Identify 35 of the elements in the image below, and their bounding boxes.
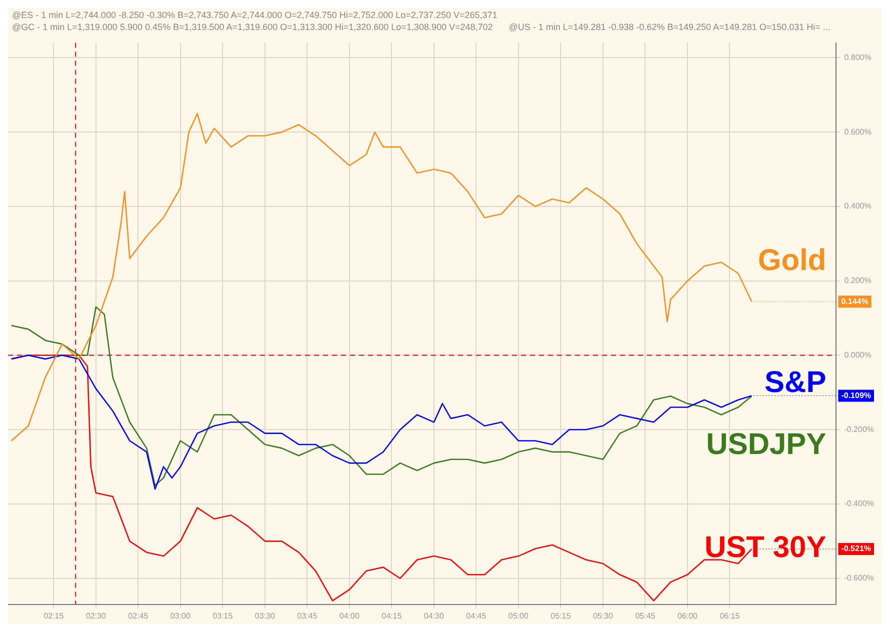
x-tick-label: 04:15 [382,611,402,620]
y-tick-label: 0.200% [844,276,872,286]
legend-label: UST 30Y [704,531,826,564]
x-tick-label: 03:30 [254,611,276,620]
y-tick-label: -0.400% [844,499,874,508]
x-tick-label: 06:15 [720,611,740,620]
y-tick-label: -0.200% [844,424,874,434]
x-tick-label: 05:45 [635,611,656,620]
x-tick-label: 03:15 [212,611,234,620]
x-tick-label: 02:30 [86,611,106,620]
data-label: -0.109% [841,390,871,400]
y-tick-label: 0.600% [844,127,872,136]
x-tick-label: 02:45 [128,611,149,620]
x-tick-label: 05:15 [550,611,572,620]
y-tick-label: 0.000% [844,350,872,360]
x-tick-label: 06:00 [677,611,698,620]
y-tick-label: 0.400% [844,202,872,211]
x-tick-label: 05:30 [592,611,614,620]
series-label: USDJPY [706,428,826,462]
legend-label: S&P [764,366,826,400]
text: @GC - 1 min L=1,319.000 5.900 0.45% B=1,319.500 A=1,319.600 O=1,313.300 Hi=1,320.600 Lo=1,308.900 V=248,702 [12,22,493,32]
x-tick-label: 03:45 [297,611,318,620]
x-tick-label: 05:00 [508,611,529,620]
y-tick-label: 0.800% [844,52,872,62]
x-tick-label: 02:15 [44,611,64,620]
text: @US - 1 min L=149.281 -0.938 -0.62% B=149.250 A=149.281 O=150.031 Hi= ... [508,22,830,32]
x-tick-label: 03:00 [170,611,191,620]
x-tick-label: 04:30 [424,611,444,620]
data-label: 0.144% [841,296,868,306]
text: @ES - 1 min L=2,744.000 -8.250 -0.30% B=2,743.750 A=2,744.000 O=2,749.750 Hi=2,752.000 Lo=2,737.250 V=265,371 [12,10,498,20]
x-tick-label: 04:45 [466,611,487,620]
y-tick-label: -0.600% [844,574,874,583]
series-label: Gold [758,244,826,277]
data-label: -0.521% [841,544,871,554]
x-tick-label: 04:00 [339,611,360,620]
